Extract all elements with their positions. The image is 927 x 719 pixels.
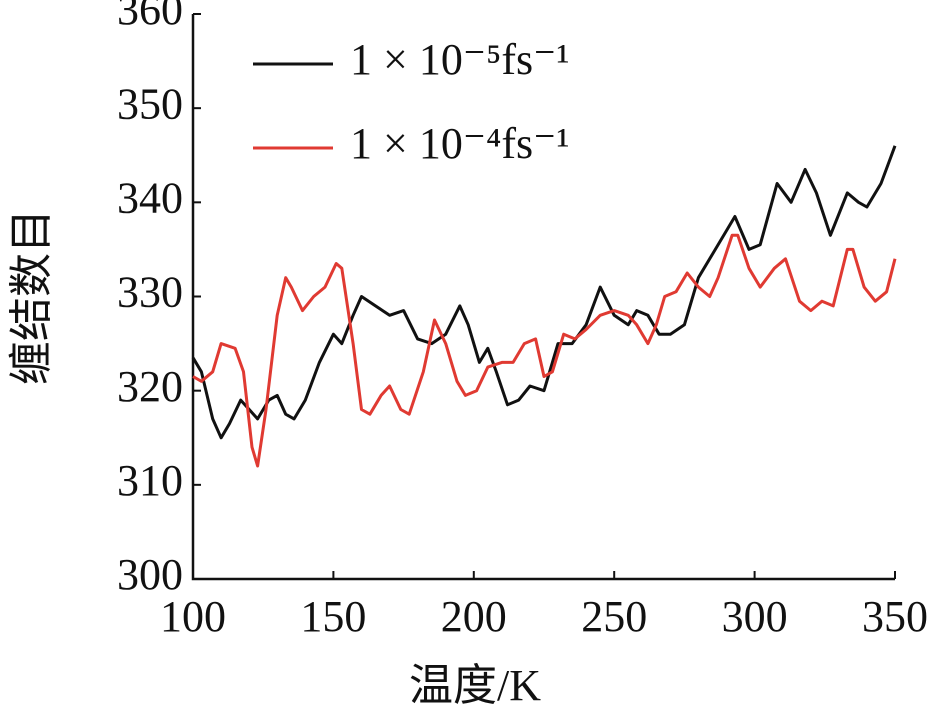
y-tick-label: 320: [117, 362, 183, 411]
y-tick-label: 330: [117, 268, 183, 317]
x-tick-label: 150: [300, 592, 366, 641]
line-series: [192, 233, 897, 468]
x-tick-label: 250: [581, 592, 647, 641]
x-axis-label: 温度/K: [409, 661, 541, 710]
x-tick-label: 100: [160, 592, 226, 641]
y-axis-label: 缠结数目: [7, 209, 56, 385]
y-tick-label: 340: [117, 173, 183, 222]
line-series: [191, 145, 897, 440]
x-tick-label: 200: [441, 592, 507, 641]
y-tick-label: 300: [117, 550, 183, 599]
y-tick-label: 310: [117, 456, 183, 505]
y-tick-label: 360: [117, 0, 183, 34]
legend-label: 1 × 10⁻⁵fs⁻¹: [350, 35, 570, 84]
x-tick-label: 300: [722, 592, 788, 641]
axes: [191, 14, 895, 581]
y-tick-label: 350: [117, 79, 183, 128]
legend-label: 1 × 10⁻⁴fs⁻¹: [350, 119, 570, 168]
x-tick-label: 350: [862, 592, 927, 641]
